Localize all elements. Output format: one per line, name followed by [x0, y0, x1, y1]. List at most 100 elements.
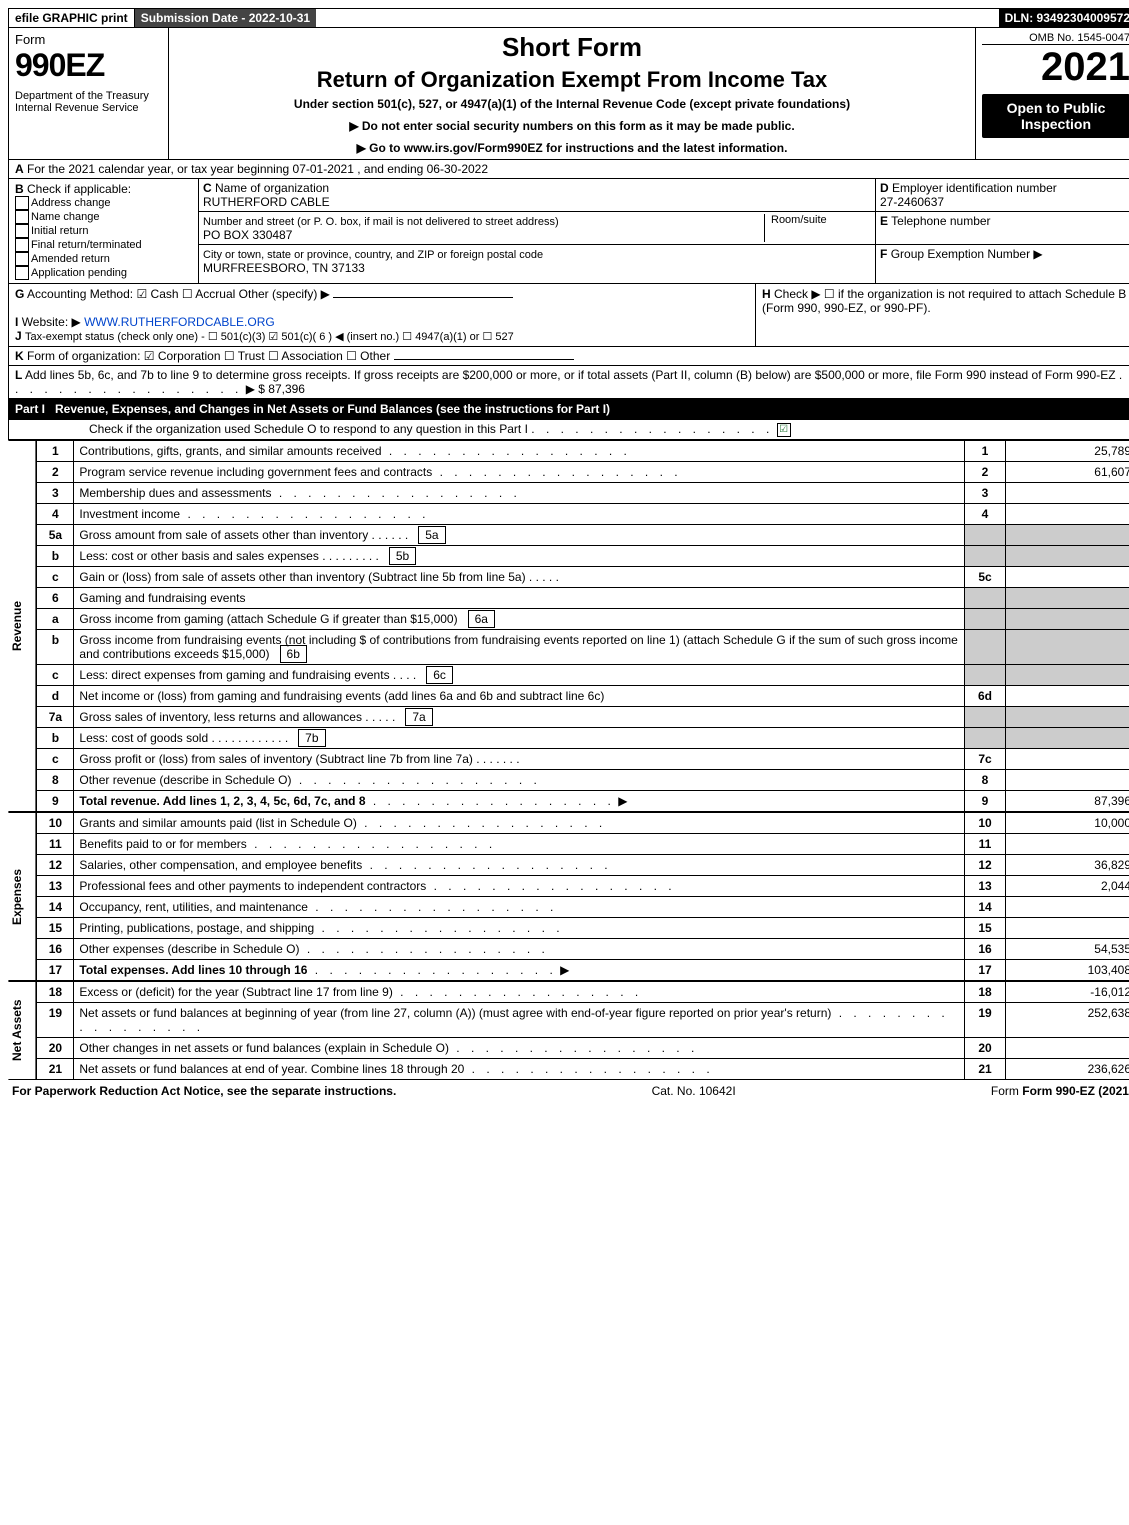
tax-year: 2021	[982, 45, 1129, 90]
goto-link[interactable]: ▶ Go to www.irs.gov/Form990EZ for instru…	[175, 141, 969, 155]
revenue-label: Revenue	[8, 440, 36, 812]
amt-2: 61,607	[1006, 461, 1129, 482]
form-header: Form 990EZ Department of the Treasury In…	[8, 28, 1129, 160]
part1-header: Part I Revenue, Expenses, and Changes in…	[8, 399, 1129, 420]
line-4: Investment income	[79, 507, 180, 521]
footer-left: For Paperwork Reduction Act Notice, see …	[12, 1084, 396, 1098]
line-5a: Gross amount from sale of assets other t…	[79, 528, 368, 542]
top-bar: efile GRAPHIC print Submission Date - 20…	[8, 8, 1129, 28]
line-6: Gaming and fundraising events	[74, 587, 965, 608]
line-14: Occupancy, rent, utilities, and maintena…	[79, 900, 308, 914]
b-opt-address: Address change	[31, 197, 111, 209]
b-label: Check if applicable:	[27, 182, 131, 196]
netassets-label: Net Assets	[8, 981, 36, 1080]
return-title: Return of Organization Exempt From Incom…	[175, 67, 969, 93]
line-3: Membership dues and assessments	[79, 486, 271, 500]
part1-check: ☑	[777, 423, 791, 437]
part1-sub: Check if the organization used Schedule …	[8, 420, 1129, 440]
addr-label: Number and street (or P. O. box, if mail…	[203, 216, 559, 228]
amt-14	[1006, 896, 1129, 917]
line-1: Contributions, gifts, grants, and simila…	[79, 444, 381, 458]
amt-9: 87,396	[1006, 790, 1129, 811]
b-opt-final: Final return/terminated	[31, 239, 142, 251]
e-label: Telephone number	[891, 214, 990, 228]
revenue-section: Revenue 1Contributions, gifts, grants, a…	[8, 440, 1129, 812]
amt-13: 2,044	[1006, 875, 1129, 896]
line-7c: Gross profit or (loss) from sales of inv…	[79, 752, 472, 766]
b-opt-amended: Amended return	[31, 253, 110, 265]
amt-3	[1006, 482, 1129, 503]
a-text: For the 2021 calendar year, or tax year …	[27, 162, 488, 176]
line-19: Net assets or fund balances at beginning…	[79, 1006, 831, 1020]
header-center: Short Form Return of Organization Exempt…	[169, 28, 976, 159]
website-link[interactable]: WWW.RUTHERFORDCABLE.ORG	[84, 315, 275, 329]
part1-heading: Revenue, Expenses, and Changes in Net As…	[55, 402, 610, 416]
line-5b: Less: cost or other basis and sales expe…	[79, 549, 318, 563]
dln-label: DLN: 93492304009572	[999, 9, 1129, 27]
line-7b: Less: cost of goods sold	[79, 731, 208, 745]
amt-15	[1006, 917, 1129, 938]
ein-value: 27-2460637	[880, 195, 944, 209]
org-name: RUTHERFORD CABLE	[203, 195, 330, 209]
line-12: Salaries, other compensation, and employ…	[79, 858, 362, 872]
dept-treasury: Department of the Treasury	[15, 90, 162, 102]
line-6b: Gross income from fundraising events (no…	[79, 633, 957, 661]
gh-row: G Accounting Method: ☑ Cash ☐ Accrual Ot…	[8, 284, 1129, 347]
line-10: Grants and similar amounts paid (list in…	[79, 816, 356, 830]
line-11: Benefits paid to or for members	[79, 837, 246, 851]
line-20: Other changes in net assets or fund bala…	[79, 1041, 449, 1055]
footer: For Paperwork Reduction Act Notice, see …	[8, 1082, 1129, 1100]
expenses-label: Expenses	[8, 812, 36, 981]
form-number: 990EZ	[15, 47, 162, 84]
amt-21: 236,626	[1006, 1058, 1129, 1079]
line-6c: Less: direct expenses from gaming and fu…	[79, 668, 389, 682]
city-label: City or town, state or province, country…	[203, 249, 543, 261]
j-text: Tax-exempt status (check only one) - ☐ 5…	[25, 331, 514, 343]
amt-4	[1006, 503, 1129, 524]
header-left: Form 990EZ Department of the Treasury In…	[9, 28, 169, 159]
submission-date: Submission Date - 2022-10-31	[135, 9, 316, 27]
amt-18: -16,012	[1006, 981, 1129, 1002]
form-word: Form	[15, 32, 162, 47]
h-text: Check ▶ ☐ if the organization is not req…	[762, 287, 1126, 315]
line-16: Other expenses (describe in Schedule O)	[79, 942, 299, 956]
info-grid: B Check if applicable: Address change Na…	[8, 179, 1129, 284]
line-8: Other revenue (describe in Schedule O)	[79, 773, 291, 787]
amt-5c	[1006, 566, 1129, 587]
org-city: MURFREESBORO, TN 37133	[203, 261, 365, 275]
amt-17: 103,408	[1006, 959, 1129, 980]
f-label: Group Exemption Number ▶	[891, 247, 1043, 261]
d-label: Employer identification number	[892, 181, 1057, 195]
amt-7c	[1006, 748, 1129, 769]
line-13: Professional fees and other payments to …	[79, 879, 426, 893]
b-opt-initial: Initial return	[31, 225, 88, 237]
netassets-section: Net Assets 18Excess or (deficit) for the…	[8, 981, 1129, 1080]
header-right: OMB No. 1545-0047 2021 Open to Public In…	[976, 28, 1129, 159]
section-l: L Add lines 5b, 6c, and 7b to line 9 to …	[8, 366, 1129, 399]
expenses-table: 10Grants and similar amounts paid (list …	[36, 812, 1129, 981]
l-text: Add lines 5b, 6c, and 7b to line 9 to de…	[25, 368, 1116, 382]
section-k: K Form of organization: ☑ Corporation ☐ …	[8, 347, 1129, 366]
section-def: D Employer identification number 27-2460…	[876, 179, 1129, 283]
netassets-table: 18Excess or (deficit) for the year (Subt…	[36, 981, 1129, 1080]
amt-16: 54,535	[1006, 938, 1129, 959]
amt-12: 36,829	[1006, 854, 1129, 875]
line-6d: Net income or (loss) from gaming and fun…	[79, 689, 604, 703]
line-18: Excess or (deficit) for the year (Subtra…	[79, 985, 392, 999]
footer-right-text: Form 990-EZ (2021)	[1022, 1084, 1129, 1098]
i-label: Website: ▶	[22, 315, 81, 329]
b-opt-name: Name change	[31, 211, 100, 223]
amt-19: 252,638	[1006, 1002, 1129, 1037]
line-9: Total revenue. Add lines 1, 2, 3, 4, 5c,…	[79, 794, 365, 808]
top-spacer	[316, 9, 998, 27]
line-21: Net assets or fund balances at end of ye…	[79, 1062, 464, 1076]
amt-10: 10,000	[1006, 812, 1129, 833]
part1-label: Part I	[15, 402, 45, 416]
line-5c: Gain or (loss) from sale of assets other…	[79, 570, 525, 584]
amt-11	[1006, 833, 1129, 854]
line-6a: Gross income from gaming (attach Schedul…	[79, 612, 457, 626]
line-15: Printing, publications, postage, and shi…	[79, 921, 314, 935]
footer-right: Form Form 990-EZ (2021)	[991, 1084, 1129, 1098]
under-section: Under section 501(c), 527, or 4947(a)(1)…	[175, 97, 969, 111]
expenses-section: Expenses 10Grants and similar amounts pa…	[8, 812, 1129, 981]
